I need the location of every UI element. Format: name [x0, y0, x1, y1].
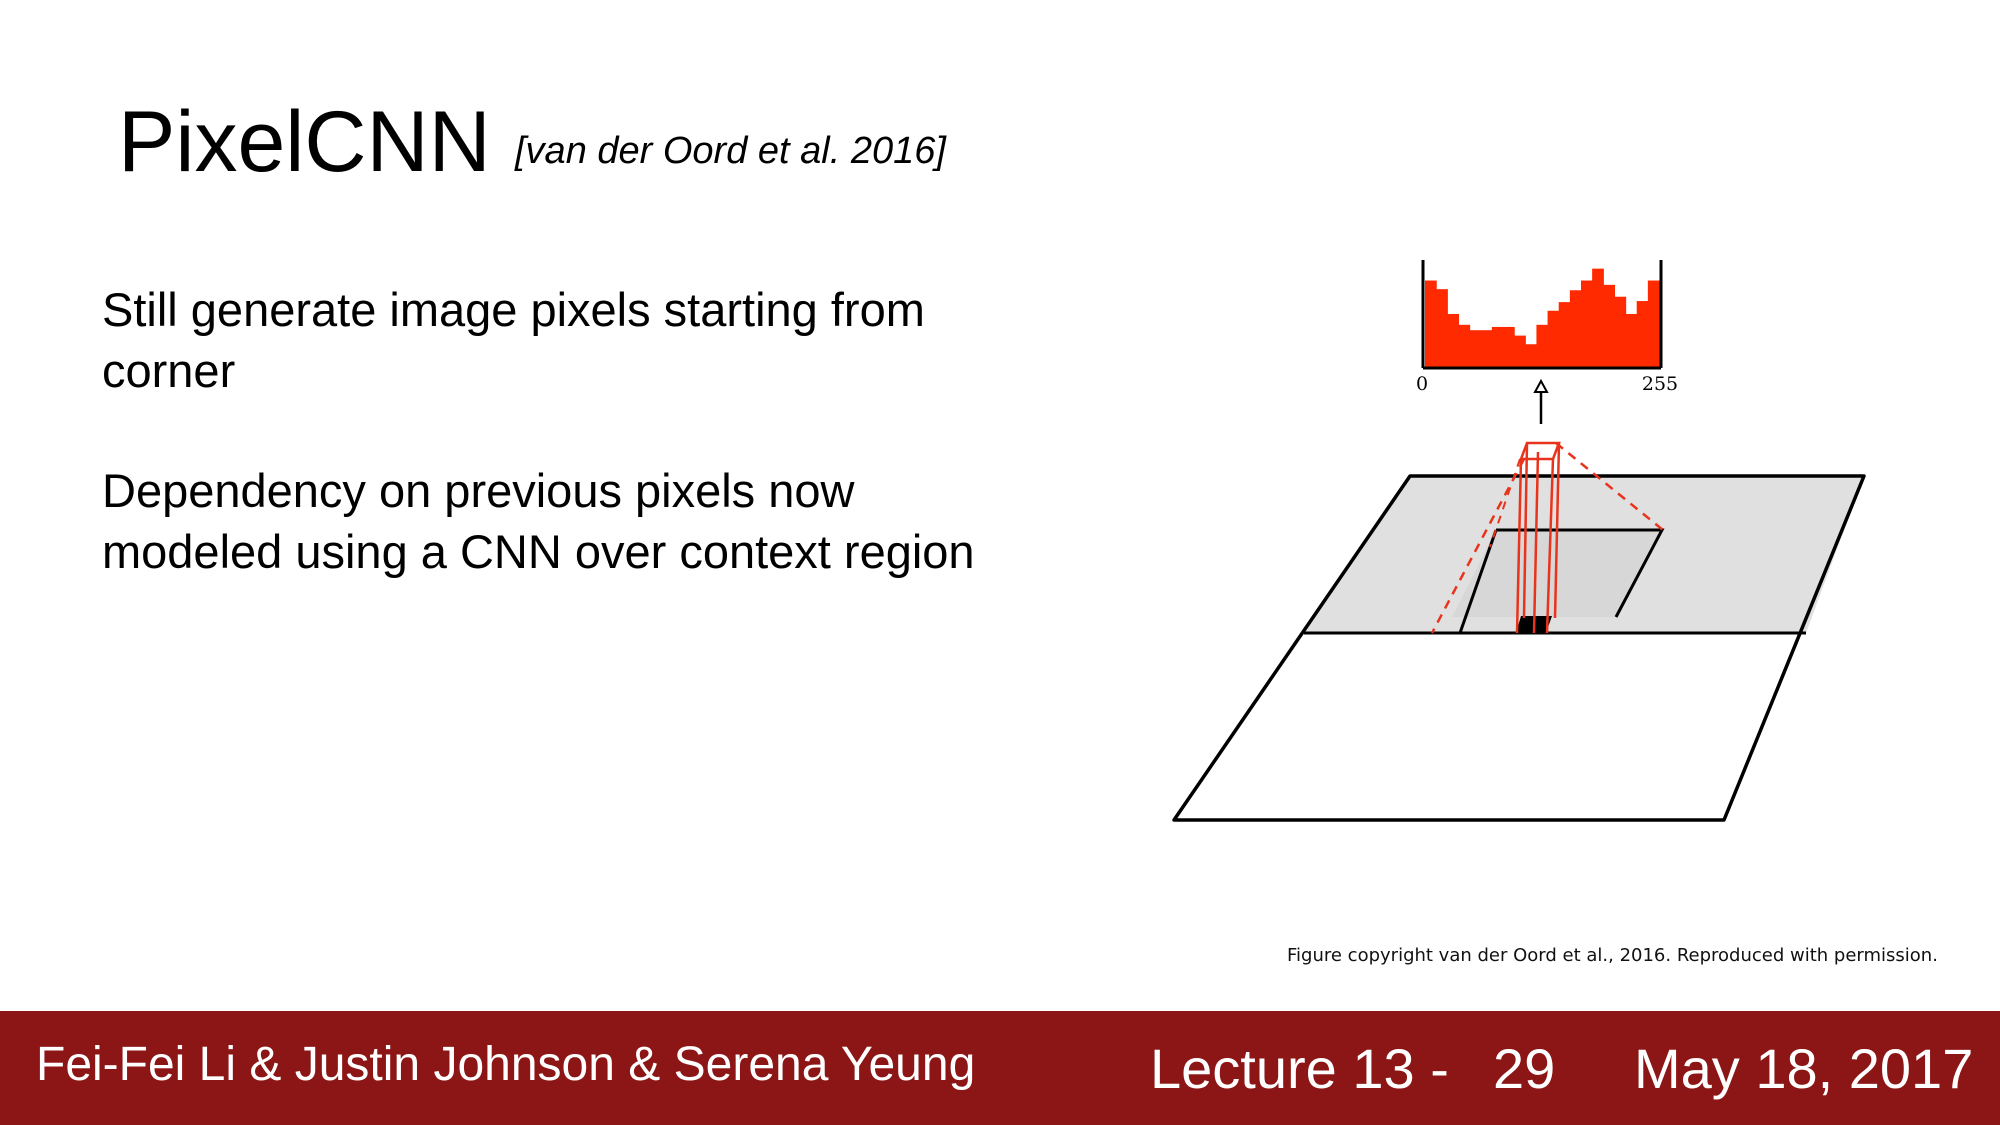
projection-line-right	[1555, 442, 1664, 531]
bullet-line: modeled using a CNN over context region	[102, 525, 975, 578]
receptive-field-left-edge	[1458, 529, 1498, 634]
histogram-bar	[1447, 314, 1460, 368]
histogram-bar	[1425, 280, 1437, 368]
histogram-bar	[1514, 335, 1526, 368]
histogram-bar	[1458, 324, 1471, 368]
histogram-min-label: 0	[1416, 373, 1428, 395]
histogram-bar	[1547, 310, 1560, 368]
bullet-list: Still generate image pixels starting fro…	[102, 279, 1102, 641]
arrow-head-icon	[1533, 378, 1549, 393]
projection-line-left	[1430, 458, 1526, 634]
bullet-line: corner	[102, 344, 236, 397]
histogram-bar	[1536, 324, 1549, 368]
histogram-bar	[1636, 301, 1649, 368]
histogram-bar	[1614, 296, 1627, 368]
slide-title: PixelCNN	[118, 94, 491, 190]
bullet-line: Dependency on previous pixels now	[102, 464, 855, 517]
pixelcnn-diagram: 0 255	[1172, 260, 1866, 822]
bullet-cnn-context: Dependency on previous pixels now modele…	[102, 460, 1102, 582]
bullet-line: Still generate image pixels starting fro…	[102, 283, 925, 336]
output-distribution-histogram	[1425, 268, 1660, 368]
histogram-bar	[1525, 344, 1538, 368]
histogram-bar	[1647, 280, 1660, 368]
histogram-bar	[1491, 326, 1504, 368]
pixel-column	[1515, 441, 1561, 634]
figure-credit: Figure copyright van der Oord et al., 20…	[1287, 945, 1938, 966]
histogram-bar	[1503, 326, 1515, 368]
histogram-bar	[1603, 284, 1616, 368]
footer-date: May 18, 2017	[1634, 1037, 1974, 1100]
histogram-bar	[1581, 280, 1593, 368]
projection-line-back	[1489, 458, 1521, 548]
histogram-bar	[1480, 330, 1493, 368]
footer-bar: Fei-Fei Li & Justin Johnson & Serena Yeu…	[0, 1011, 2000, 1125]
citation: [van der Oord et al. 2016]	[515, 130, 946, 172]
histogram-bar	[1592, 268, 1604, 368]
histogram-bar	[1625, 314, 1638, 368]
histogram-max-label: 255	[1642, 373, 1678, 395]
footer-lecture: Lecture 13 -	[1150, 1037, 1449, 1100]
histogram-bar	[1569, 290, 1582, 368]
histogram-bar	[1436, 289, 1448, 368]
histogram-bar	[1558, 302, 1571, 368]
image-plane	[1172, 474, 1866, 822]
bullet-generate-from-corner: Still generate image pixels starting fro…	[102, 279, 1102, 401]
footer-page-number: 29	[1493, 1037, 1556, 1100]
footer-authors: Fei-Fei Li & Justin Johnson & Serena Yeu…	[36, 1038, 976, 1091]
histogram-bar	[1469, 330, 1482, 368]
